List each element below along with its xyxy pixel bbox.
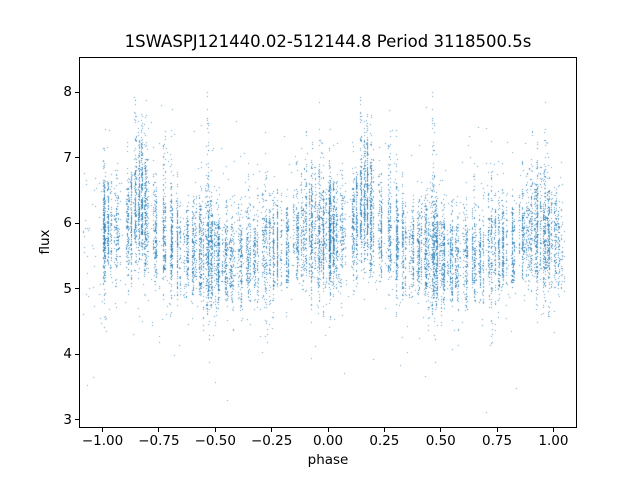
x-tick-label: 0.75 [482,433,513,449]
x-tick [440,428,442,432]
y-tick-label: 6 [63,215,72,232]
y-tick [75,157,79,159]
x-tick [496,428,498,432]
x-tick [271,428,273,432]
x-tick [158,428,160,432]
y-tick-label: 4 [63,346,72,363]
x-tick [552,428,554,432]
x-tick-label: 0.25 [369,433,400,449]
x-tick [327,428,329,432]
x-tick-label: 1.00 [538,433,569,449]
x-tick-label: 0.00 [312,433,344,449]
plot-area [79,57,577,428]
x-tick-label: −0.50 [194,433,236,449]
y-tick [75,353,79,355]
x-tick [214,428,216,432]
x-tick-label: −0.75 [138,433,180,449]
y-tick-label: 7 [63,149,72,166]
y-tick-label: 8 [63,84,72,101]
x-tick-label: −1.00 [81,433,124,449]
chart-title: 1SWASPJ121440.02-512144.8 Period 3118500… [124,32,532,51]
scatter-points-canvas [80,58,576,427]
y-axis-label: flux [37,229,53,255]
x-axis-label: phase [307,452,349,468]
x-tick-label: 0.50 [425,433,456,449]
y-tick-label: 3 [63,411,72,428]
x-tick [102,428,104,432]
x-tick [383,428,385,432]
y-tick [75,288,79,290]
y-tick-label: 5 [63,280,72,297]
y-tick [75,222,79,224]
y-tick [75,91,79,93]
x-tick-label: −0.25 [250,433,293,449]
y-tick [75,419,79,421]
